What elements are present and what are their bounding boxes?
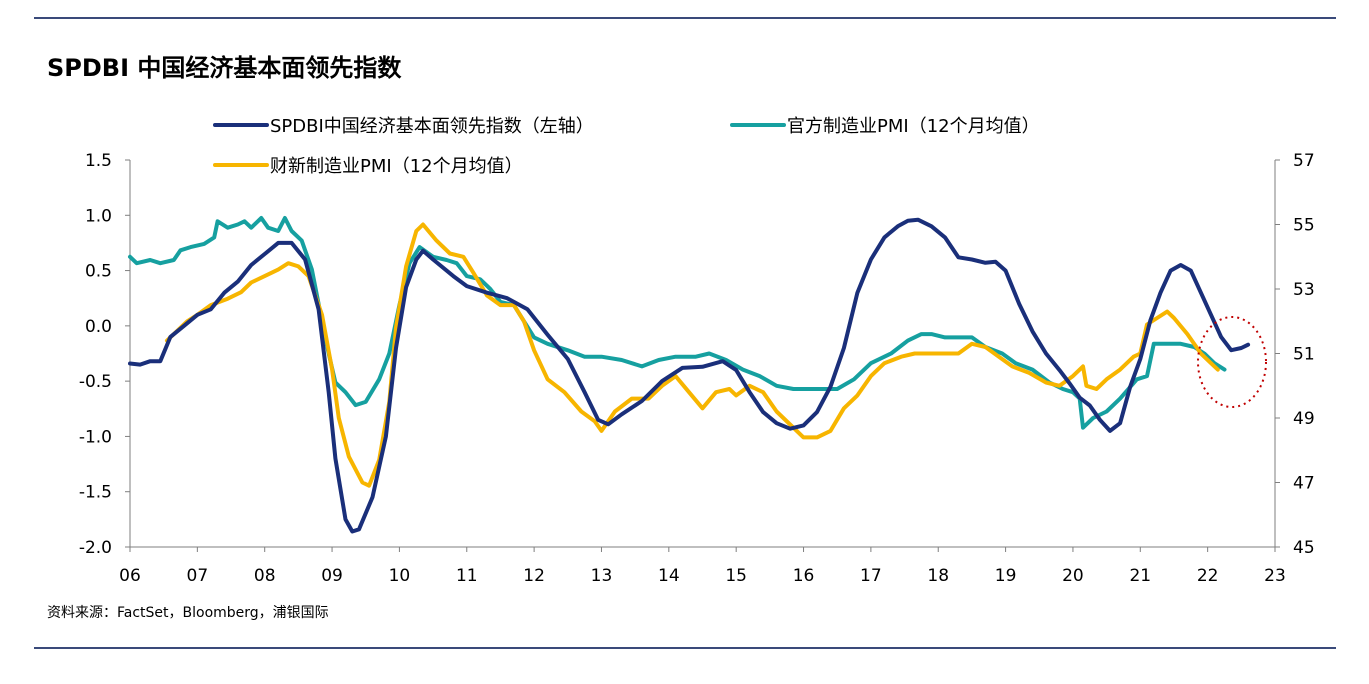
right-tick-label: 51 [1293,345,1315,365]
x-tick-label: 13 [591,566,613,586]
left-tick-label: -0.5 [79,372,112,392]
x-tick-label: 08 [254,566,276,586]
x-tick-label: 06 [119,566,141,586]
left-tick-label: 1.5 [85,151,112,171]
x-tick-label: 16 [793,566,815,586]
left-tick-label: -2.0 [79,538,112,558]
left-tick-label: -1.0 [79,427,112,447]
legend-label-0: SPDBI中国经济基本面领先指数（左轴） [270,116,594,137]
x-tick-label: 07 [187,566,209,586]
right-tick-label: 47 [1293,474,1315,494]
x-tick-label: 20 [1062,566,1084,586]
x-tick-label: 10 [389,566,411,586]
series-line-1 [128,216,1227,430]
bottom-rule [34,647,1336,649]
x-tick-label: 14 [658,566,680,586]
left-tick-label: 1.0 [85,206,112,226]
series-line-2 [165,222,1220,488]
legend-label-1: 官方制造业PMI（12个月均值） [787,116,1040,137]
right-tick-label: 53 [1293,280,1315,300]
x-tick-label: 19 [995,566,1017,586]
x-tick-label: 15 [725,566,747,586]
x-tick-label: 22 [1197,566,1219,586]
highlight-circle [1197,316,1267,408]
x-tick-label: 09 [321,566,343,586]
chart-area: 1.5 1.0 0.5 0.0 -0.5 -1.0 -1.5 -2.0 57 55 53 51 49 47… [79,116,1315,586]
left-tick-label: 0.5 [85,262,112,282]
legend-label-2: 财新制造业PMI（12个月均值） [270,156,523,177]
chart-title: SPDBI 中国经济基本面领先指数 [47,54,402,82]
right-tick-label: 45 [1293,538,1315,558]
series-line-0 [128,217,1251,534]
left-tick-label: 0.0 [85,317,112,337]
top-rule [34,17,1336,19]
source-note: 资料来源：FactSet，Bloomberg，浦银国际 [47,605,329,621]
x-tick-label: 23 [1264,566,1286,586]
left-tick-label: -1.5 [79,483,112,503]
right-tick-label: 49 [1293,409,1315,429]
x-tick-label: 18 [927,566,949,586]
x-tick-label: 21 [1129,566,1151,586]
right-tick-label: 57 [1293,151,1315,171]
right-tick-label: 55 [1293,216,1315,236]
x-tick-label: 12 [523,566,545,586]
x-tick-label: 11 [456,566,478,586]
x-tick-label: 17 [860,566,882,586]
